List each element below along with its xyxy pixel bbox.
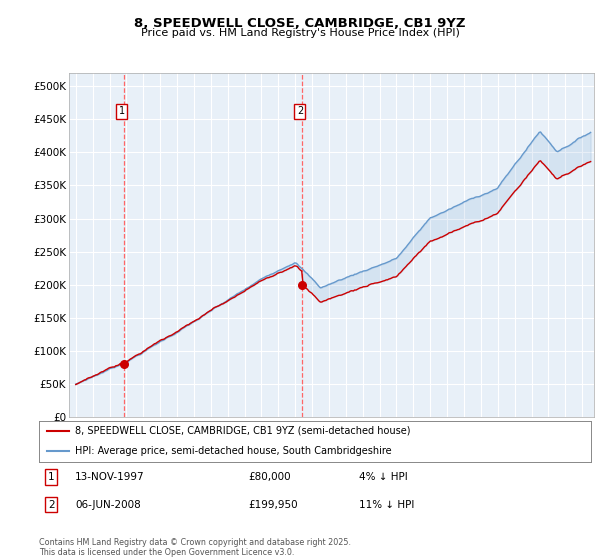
Text: Price paid vs. HM Land Registry's House Price Index (HPI): Price paid vs. HM Land Registry's House … (140, 28, 460, 38)
Text: HPI: Average price, semi-detached house, South Cambridgeshire: HPI: Average price, semi-detached house,… (75, 446, 392, 456)
Text: £80,000: £80,000 (249, 472, 292, 482)
Text: Contains HM Land Registry data © Crown copyright and database right 2025.
This d: Contains HM Land Registry data © Crown c… (39, 538, 351, 557)
Text: 06-JUN-2008: 06-JUN-2008 (75, 500, 140, 510)
Text: 8, SPEEDWELL CLOSE, CAMBRIDGE, CB1 9YZ: 8, SPEEDWELL CLOSE, CAMBRIDGE, CB1 9YZ (134, 17, 466, 30)
Text: 4% ↓ HPI: 4% ↓ HPI (359, 472, 408, 482)
Text: 13-NOV-1997: 13-NOV-1997 (75, 472, 145, 482)
Text: £199,950: £199,950 (249, 500, 298, 510)
Text: 1: 1 (119, 106, 125, 116)
Text: 2: 2 (48, 500, 55, 510)
Text: 8, SPEEDWELL CLOSE, CAMBRIDGE, CB1 9YZ (semi-detached house): 8, SPEEDWELL CLOSE, CAMBRIDGE, CB1 9YZ (… (75, 426, 410, 436)
Text: 2: 2 (297, 106, 303, 116)
Text: 1: 1 (48, 472, 55, 482)
Text: 11% ↓ HPI: 11% ↓ HPI (359, 500, 415, 510)
